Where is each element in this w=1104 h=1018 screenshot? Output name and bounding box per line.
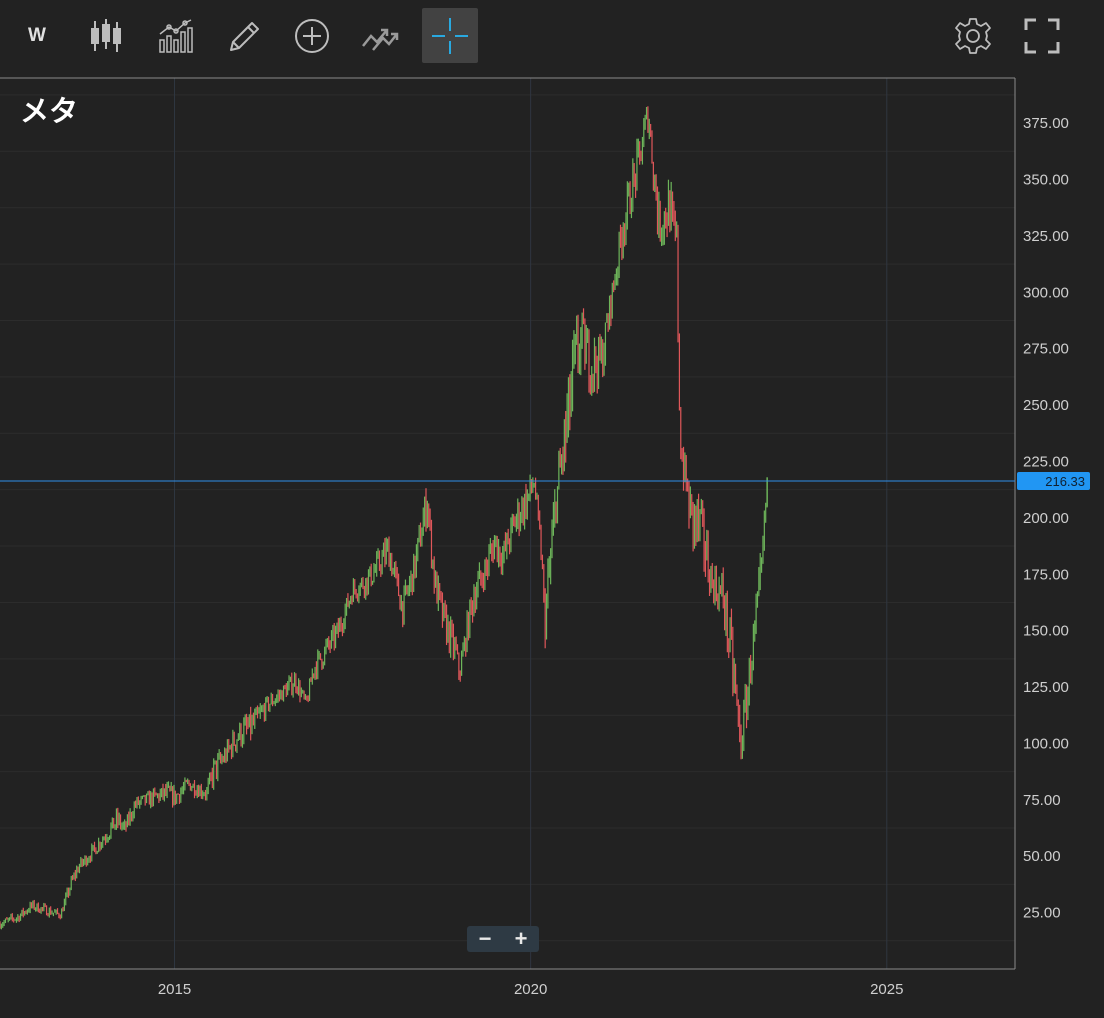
y-tick-label: 50.00 xyxy=(1023,848,1061,865)
add-button[interactable] xyxy=(284,8,340,63)
indicators-button[interactable] xyxy=(147,8,203,63)
settings-button[interactable] xyxy=(945,8,1001,63)
y-tick-label: 100.00 xyxy=(1023,735,1069,752)
add-circle-icon xyxy=(295,18,329,53)
pencil-icon xyxy=(230,21,259,51)
y-tick-label: 325.00 xyxy=(1023,228,1069,245)
crosshair-button[interactable] xyxy=(422,8,478,63)
x-tick-label: 2015 xyxy=(158,981,191,998)
interval-button[interactable]: W xyxy=(9,8,65,63)
zoom-controls: − + xyxy=(467,926,539,952)
y-tick-label: 250.00 xyxy=(1023,397,1069,414)
y-tick-label: 225.00 xyxy=(1023,453,1069,470)
drawing-button[interactable] xyxy=(215,8,271,63)
y-tick-label: 375.00 xyxy=(1023,115,1069,132)
y-tick-label: 150.00 xyxy=(1023,623,1069,640)
last-price-label: 216.33 xyxy=(1045,474,1085,489)
y-tick-label: 25.00 xyxy=(1023,905,1061,922)
y-tick-label: 75.00 xyxy=(1023,792,1061,809)
chart-axes: 25.00 50.00 75.00 100.00 125.00 150.00 175.00 2… xyxy=(0,77,1069,998)
zoom-out-button[interactable]: − xyxy=(478,926,492,951)
x-tick-label: 2025 xyxy=(870,981,903,998)
chart-toolbar: W xyxy=(0,0,1104,77)
chart-type-button[interactable] xyxy=(78,8,134,63)
y-tick-label: 175.00 xyxy=(1023,566,1069,583)
candles xyxy=(0,106,768,930)
y-tick-label: 300.00 xyxy=(1023,284,1069,301)
fullscreen-button[interactable] xyxy=(1014,8,1070,63)
fullscreen-icon xyxy=(1024,18,1060,53)
crosshair-icon xyxy=(432,17,468,54)
indicators-icon xyxy=(159,18,193,53)
price-badge-bg xyxy=(1017,472,1090,491)
x-tick-label: 2020 xyxy=(514,981,547,998)
settings-icon xyxy=(955,17,991,54)
chart-title: メタ xyxy=(20,94,79,128)
y-tick-label: 125.00 xyxy=(1023,679,1069,696)
chart-grid xyxy=(0,78,1015,969)
compare-button[interactable] xyxy=(352,8,408,63)
compare-icon xyxy=(362,28,399,51)
zoom-in-button[interactable]: + xyxy=(514,926,528,951)
interval-label: W xyxy=(28,24,46,46)
y-tick-label: 200.00 xyxy=(1023,510,1069,527)
y-tick-label: 275.00 xyxy=(1023,341,1069,358)
candlestick-icon xyxy=(91,18,121,52)
y-tick-label: 350.00 xyxy=(1023,172,1069,189)
last-price-badge: 216.33 xyxy=(1017,472,1090,491)
